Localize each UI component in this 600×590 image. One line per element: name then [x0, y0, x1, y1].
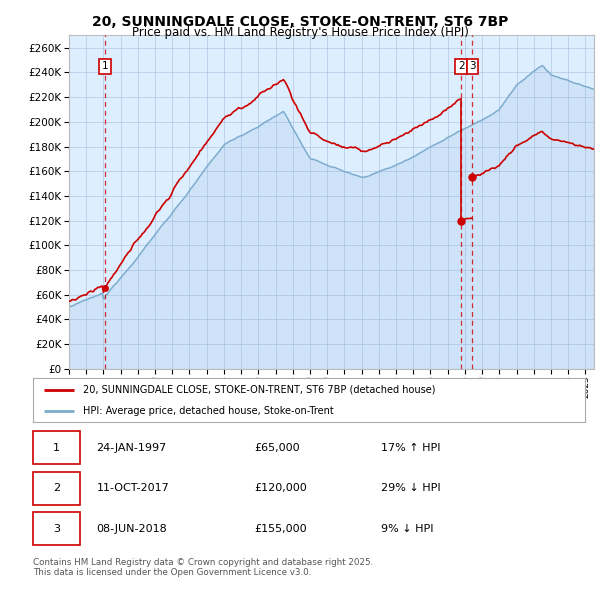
Text: £65,000: £65,000	[254, 442, 299, 453]
Text: 08-JUN-2018: 08-JUN-2018	[97, 524, 167, 534]
Text: 17% ↑ HPI: 17% ↑ HPI	[381, 442, 440, 453]
Text: 9% ↓ HPI: 9% ↓ HPI	[381, 524, 433, 534]
FancyBboxPatch shape	[33, 512, 80, 545]
Text: 1: 1	[101, 61, 108, 71]
Text: 20, SUNNINGDALE CLOSE, STOKE-ON-TRENT, ST6 7BP: 20, SUNNINGDALE CLOSE, STOKE-ON-TRENT, S…	[92, 15, 508, 29]
Text: Contains HM Land Registry data © Crown copyright and database right 2025.
This d: Contains HM Land Registry data © Crown c…	[33, 558, 373, 577]
Text: 3: 3	[469, 61, 476, 71]
Text: 3: 3	[53, 524, 60, 534]
Text: Price paid vs. HM Land Registry's House Price Index (HPI): Price paid vs. HM Land Registry's House …	[131, 26, 469, 39]
Text: 20, SUNNINGDALE CLOSE, STOKE-ON-TRENT, ST6 7BP (detached house): 20, SUNNINGDALE CLOSE, STOKE-ON-TRENT, S…	[83, 385, 435, 395]
Text: £120,000: £120,000	[254, 483, 307, 493]
FancyBboxPatch shape	[33, 431, 80, 464]
Text: 2: 2	[458, 61, 464, 71]
Text: 24-JAN-1997: 24-JAN-1997	[97, 442, 167, 453]
FancyBboxPatch shape	[33, 472, 80, 504]
Text: 1: 1	[53, 442, 60, 453]
Text: 11-OCT-2017: 11-OCT-2017	[97, 483, 169, 493]
Text: £155,000: £155,000	[254, 524, 307, 534]
Text: HPI: Average price, detached house, Stoke-on-Trent: HPI: Average price, detached house, Stok…	[83, 406, 334, 416]
Text: 29% ↓ HPI: 29% ↓ HPI	[381, 483, 440, 493]
Text: 2: 2	[53, 483, 60, 493]
